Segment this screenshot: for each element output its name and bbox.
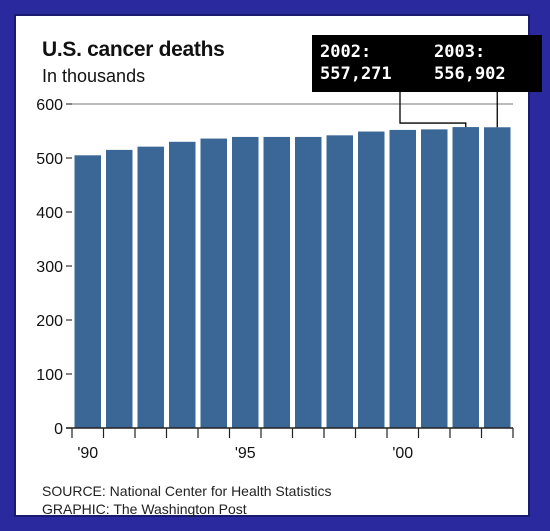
bar-1992 [137, 146, 164, 428]
x-tick-label: '90 [77, 445, 98, 462]
annotation-2003-value: 556,902 [434, 64, 506, 84]
bar-chart: 0 100 200 300 400 500 600 '90 '95 '00 [36, 92, 514, 462]
chart-panel: U.S. cancer deaths In thousands 2002: 55… [14, 14, 542, 517]
y-tick-label: 400 [36, 205, 63, 222]
bar-2002 [452, 127, 479, 428]
bar-1991 [106, 149, 133, 428]
bar-2000 [389, 129, 416, 429]
bar-2001 [421, 129, 448, 428]
annotation-2003: 2003: 556,902 [434, 41, 506, 85]
leader-line-2002 [399, 92, 467, 128]
bar-1997 [295, 136, 322, 428]
bar-1994 [200, 138, 227, 428]
bar-1990 [74, 155, 101, 429]
chart-subtitle: In thousands [42, 66, 146, 86]
annotation-2003-label: 2003: [434, 42, 486, 62]
source-note: SOURCE: National Center for Health Stati… [42, 483, 332, 499]
y-tick-label: 0 [54, 421, 63, 438]
y-tick-label: 300 [36, 259, 63, 276]
annotation-2002: 2002: 557,271 [320, 41, 392, 85]
bar-1993 [169, 141, 196, 429]
y-tick-label: 600 [36, 97, 63, 114]
bar-1996 [263, 136, 290, 428]
bar-1995 [232, 136, 259, 428]
x-tick-label: '95 [235, 445, 256, 462]
x-tick-label: '00 [392, 445, 413, 462]
bar-1999 [358, 131, 385, 428]
y-tick-label: 200 [36, 313, 63, 330]
annotation-box: 2002: 557,271 2003: 556,902 [312, 35, 542, 92]
chart-title: U.S. cancer deaths [42, 38, 225, 61]
annotation-2002-label: 2002: [320, 42, 372, 62]
y-tick-label: 100 [36, 367, 63, 384]
y-tick-label: 500 [36, 151, 63, 168]
bar-1998 [326, 135, 353, 428]
annotation-2002-value: 557,271 [320, 64, 392, 84]
bar-2003 [484, 127, 511, 428]
credit-note: GRAPHIC: The Washington Post [42, 501, 247, 517]
